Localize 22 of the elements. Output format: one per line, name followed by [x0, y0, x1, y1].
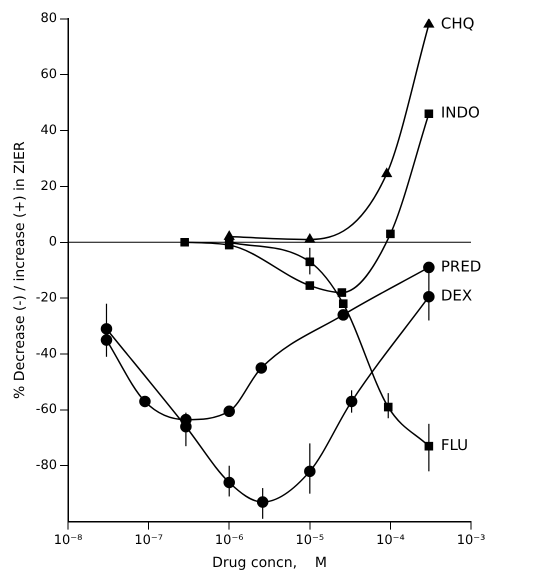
x-axis-title: Drug concn, M: [212, 555, 327, 572]
y-tick-label: 20: [40, 178, 58, 194]
x-tick-label: 10⁻⁸: [54, 532, 82, 548]
y-tick-label: 80: [40, 11, 58, 26]
y-tick-label: 60: [40, 67, 58, 82]
y-axis-title: % Decrease (-) / increase (+) in ZIER: [12, 141, 28, 399]
y-tick-label: -40: [36, 346, 58, 362]
series-label: DEX: [440, 286, 472, 305]
series-label: PRED: [440, 257, 482, 276]
x-tick-label: 10⁻⁴: [376, 532, 405, 548]
y-tick-label: 0: [48, 234, 58, 250]
y-tick-label: -80: [36, 458, 58, 474]
x-tick-label: 10⁻³: [456, 532, 486, 548]
series-label: CHQ: [440, 14, 474, 32]
series-label: INDO: [440, 104, 480, 122]
x-tick-label: 10⁻⁶: [214, 532, 244, 548]
y-tick-label: -60: [36, 402, 58, 418]
x-tick-label: 10⁻⁵: [296, 532, 324, 548]
y-tick-label: -20: [36, 290, 58, 306]
x-tick-label: 10⁻⁷: [134, 532, 163, 548]
y-tick-label: 40: [40, 122, 58, 138]
series-label: FLU: [440, 436, 468, 454]
